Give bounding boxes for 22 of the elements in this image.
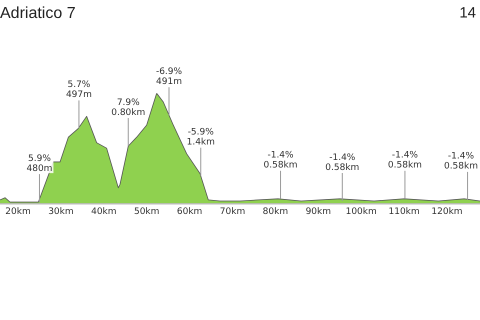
- text: 14: [459, 4, 476, 22]
- x-tick-label: 40km: [91, 206, 117, 217]
- x-tick-label: 100km: [346, 206, 377, 217]
- annotation: 5.9% 480m: [26, 154, 52, 174]
- x-tick-label: 70km: [220, 206, 246, 217]
- x-tick-label: 80km: [262, 206, 288, 217]
- x-tick-label: 110km: [388, 206, 420, 217]
- x-tick-label: 20km: [5, 206, 31, 217]
- annotation: -1.4% 0.58km: [444, 152, 478, 172]
- annotation: 5.7% 497m: [66, 80, 92, 100]
- annotation: 7.9% 0.80km: [111, 98, 146, 118]
- x-tick-label: 60km: [176, 206, 202, 217]
- x-tick-label: 90km: [306, 206, 332, 217]
- annotation: -5.9% 1.4km: [186, 128, 215, 148]
- x-tick-label: 30km: [48, 206, 74, 217]
- x-tick-label: 50km: [134, 206, 160, 217]
- annotation: -1.4% 0.58km: [325, 152, 360, 173]
- annotation: -1.4% 0.58km: [264, 150, 298, 171]
- annotation: -1.4% 0.58km: [388, 150, 422, 171]
- chart-title: Adriatico 7: [0, 5, 76, 22]
- annotation: -6.9% 491m: [156, 67, 183, 88]
- x-tick-label: 120km: [431, 206, 463, 217]
